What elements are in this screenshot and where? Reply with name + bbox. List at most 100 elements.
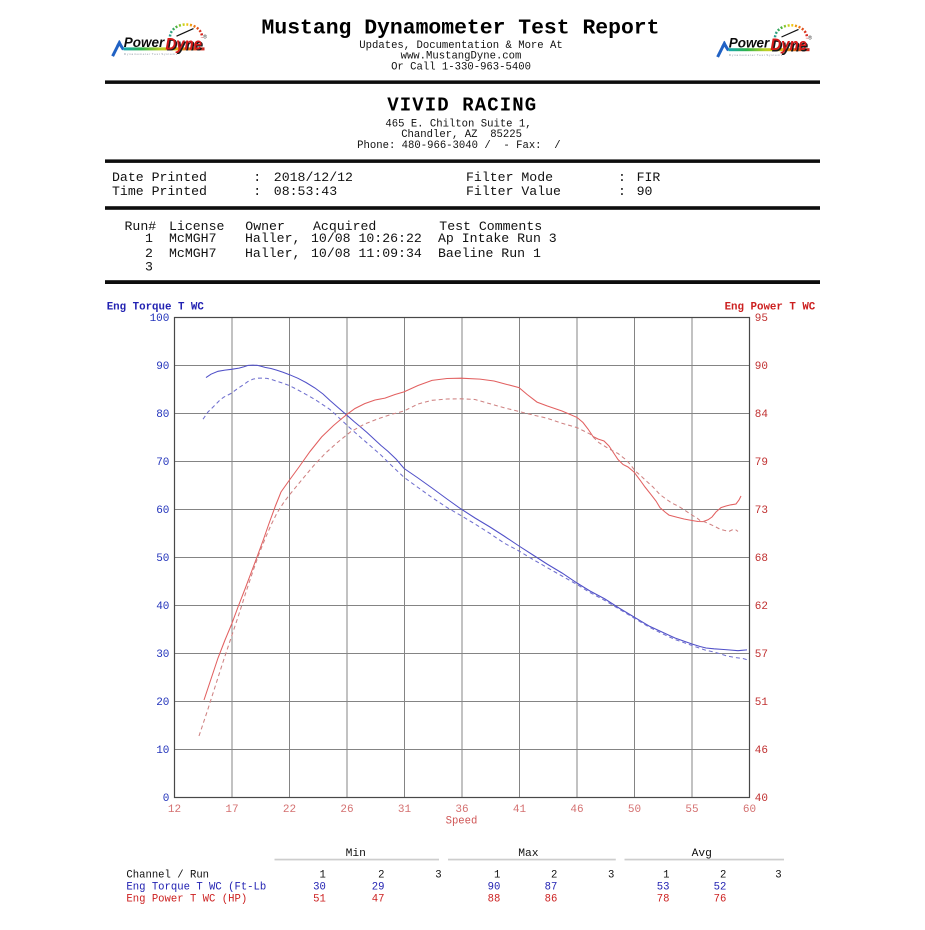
svg-text:McMGH7: McMGH7	[169, 231, 216, 246]
svg-text::: :	[253, 184, 261, 199]
svg-text:90: 90	[755, 361, 768, 373]
svg-text:Speed: Speed	[446, 815, 478, 827]
svg-text:Eng Torque T WC: Eng Torque T WC	[107, 302, 205, 314]
svg-text:3: 3	[608, 870, 614, 882]
svg-text:Eng Power T WC: Eng Power T WC	[725, 301, 816, 313]
svg-text:51: 51	[755, 697, 769, 709]
svg-text:95: 95	[755, 313, 768, 325]
svg-text:Avg: Avg	[692, 848, 712, 860]
svg-text:10: 10	[156, 745, 169, 757]
svg-text:1: 1	[320, 870, 326, 882]
svg-text:30: 30	[313, 882, 326, 894]
svg-text:53: 53	[657, 882, 670, 894]
svg-text:Filter Value: Filter Value	[466, 184, 561, 199]
svg-text:1: 1	[663, 870, 669, 882]
svg-text:52: 52	[714, 882, 727, 894]
svg-text:1: 1	[494, 870, 500, 882]
svg-text:VIVID RACING: VIVID RACING	[387, 94, 537, 116]
svg-text:Test Comments: Test Comments	[439, 219, 542, 234]
svg-text:50: 50	[156, 553, 169, 565]
svg-text:41: 41	[513, 804, 527, 816]
svg-text:Eng Power T WC (HP): Eng Power T WC (HP)	[126, 894, 247, 906]
svg-text:Phone: 480-966-3040 / - Fax:: Phone: 480-966-3040 / - Fax: /	[357, 140, 560, 152]
svg-text:90: 90	[637, 184, 653, 199]
svg-text:®: ®	[203, 34, 207, 41]
svg-text:20: 20	[156, 697, 169, 709]
svg-text:86: 86	[545, 894, 558, 906]
svg-text:Power: Power	[124, 35, 165, 50]
svg-text::: :	[618, 170, 626, 185]
svg-text:3: 3	[435, 870, 441, 882]
svg-text:License: License	[169, 219, 224, 234]
svg-text:62: 62	[755, 601, 768, 613]
svg-text:Baeline Run 1: Baeline Run 1	[438, 246, 541, 261]
svg-text:Min: Min	[346, 848, 366, 860]
svg-text:08:53:43: 08:53:43	[274, 184, 337, 199]
svg-text:57: 57	[755, 649, 768, 661]
svg-text:www.MustangDyne.com: www.MustangDyne.com	[401, 50, 522, 62]
svg-text:50: 50	[628, 804, 641, 816]
svg-text:90: 90	[488, 882, 501, 894]
svg-text:40: 40	[156, 601, 169, 613]
svg-text:Dyne: Dyne	[167, 37, 204, 55]
svg-text:Or Call 1-330-963-5400: Or Call 1-330-963-5400	[391, 62, 531, 74]
svg-text:100: 100	[150, 313, 170, 325]
svg-text:2: 2	[378, 870, 384, 882]
svg-text:31: 31	[398, 804, 412, 816]
svg-text:Haller,: Haller,	[245, 246, 300, 261]
svg-text:Updates, Documentation & More: Updates, Documentation & More At	[359, 40, 562, 52]
svg-text:465 E. Chilton Suite 1,: 465 E. Chilton Suite 1,	[385, 118, 531, 130]
svg-text:78: 78	[657, 894, 670, 906]
svg-text:30: 30	[156, 649, 169, 661]
svg-text:McMGH7: McMGH7	[169, 246, 216, 261]
svg-text:55: 55	[685, 804, 698, 816]
svg-text:87: 87	[545, 882, 558, 894]
svg-text:12: 12	[168, 804, 181, 816]
svg-text:51: 51	[313, 894, 326, 906]
svg-text:90: 90	[156, 361, 169, 373]
svg-text:2: 2	[145, 246, 153, 261]
svg-text:10/08 10:26:22: 10/08 10:26:22	[311, 231, 422, 246]
svg-text:88: 88	[488, 894, 501, 906]
svg-text:Owner: Owner	[245, 219, 285, 234]
svg-text:2018/12/12: 2018/12/12	[274, 170, 353, 185]
svg-text:3: 3	[145, 260, 153, 275]
svg-text:26: 26	[340, 804, 353, 816]
svg-text:Chandler, AZ 85225: Chandler, AZ 85225	[401, 129, 522, 141]
svg-text:76: 76	[714, 894, 727, 906]
svg-text:40: 40	[755, 793, 768, 805]
svg-text:70: 70	[156, 457, 169, 469]
svg-text:FIR: FIR	[637, 170, 661, 185]
svg-text:60: 60	[743, 804, 756, 816]
svg-text:0: 0	[163, 793, 170, 805]
svg-text:3: 3	[775, 870, 781, 882]
svg-text:Dyne: Dyne	[165, 35, 202, 53]
svg-text:2: 2	[551, 870, 557, 882]
svg-text:46: 46	[570, 804, 583, 816]
svg-text:46: 46	[755, 745, 768, 757]
svg-text:36: 36	[455, 804, 468, 816]
svg-text:68: 68	[755, 553, 768, 565]
svg-text:2: 2	[720, 870, 726, 882]
svg-text:Run#: Run#	[125, 219, 157, 234]
svg-text:Ap Intake Run 3: Ap Intake Run 3	[438, 231, 557, 246]
svg-text:Acquired: Acquired	[313, 219, 376, 234]
svg-text:84: 84	[755, 409, 769, 421]
svg-text:73: 73	[755, 505, 768, 517]
svg-text:Eng Torque T WC (Ft-Lb: Eng Torque T WC (Ft-Lb	[126, 882, 266, 894]
svg-text:Max: Max	[518, 848, 539, 860]
svg-text:80: 80	[156, 409, 169, 421]
svg-text:Filter Mode: Filter Mode	[466, 170, 553, 185]
svg-text:22: 22	[283, 804, 296, 816]
svg-text:10/08 11:09:34: 10/08 11:09:34	[311, 246, 422, 261]
svg-text:60: 60	[156, 505, 169, 517]
svg-text:Mustang Dynamometer Test Repor: Mustang Dynamometer Test Report	[262, 17, 660, 41]
svg-text:47: 47	[372, 894, 385, 906]
svg-text:Date Printed: Date Printed	[112, 170, 207, 185]
svg-text:D y n a m o m e t e r T e s: D y n a m o m e t e r T e s t S y s t e …	[124, 52, 178, 56]
svg-text:29: 29	[372, 882, 385, 894]
svg-text:Haller,: Haller,	[245, 231, 300, 246]
svg-text:Time Printed: Time Printed	[112, 184, 207, 199]
svg-text::: :	[618, 184, 626, 199]
svg-text:17: 17	[225, 804, 238, 816]
